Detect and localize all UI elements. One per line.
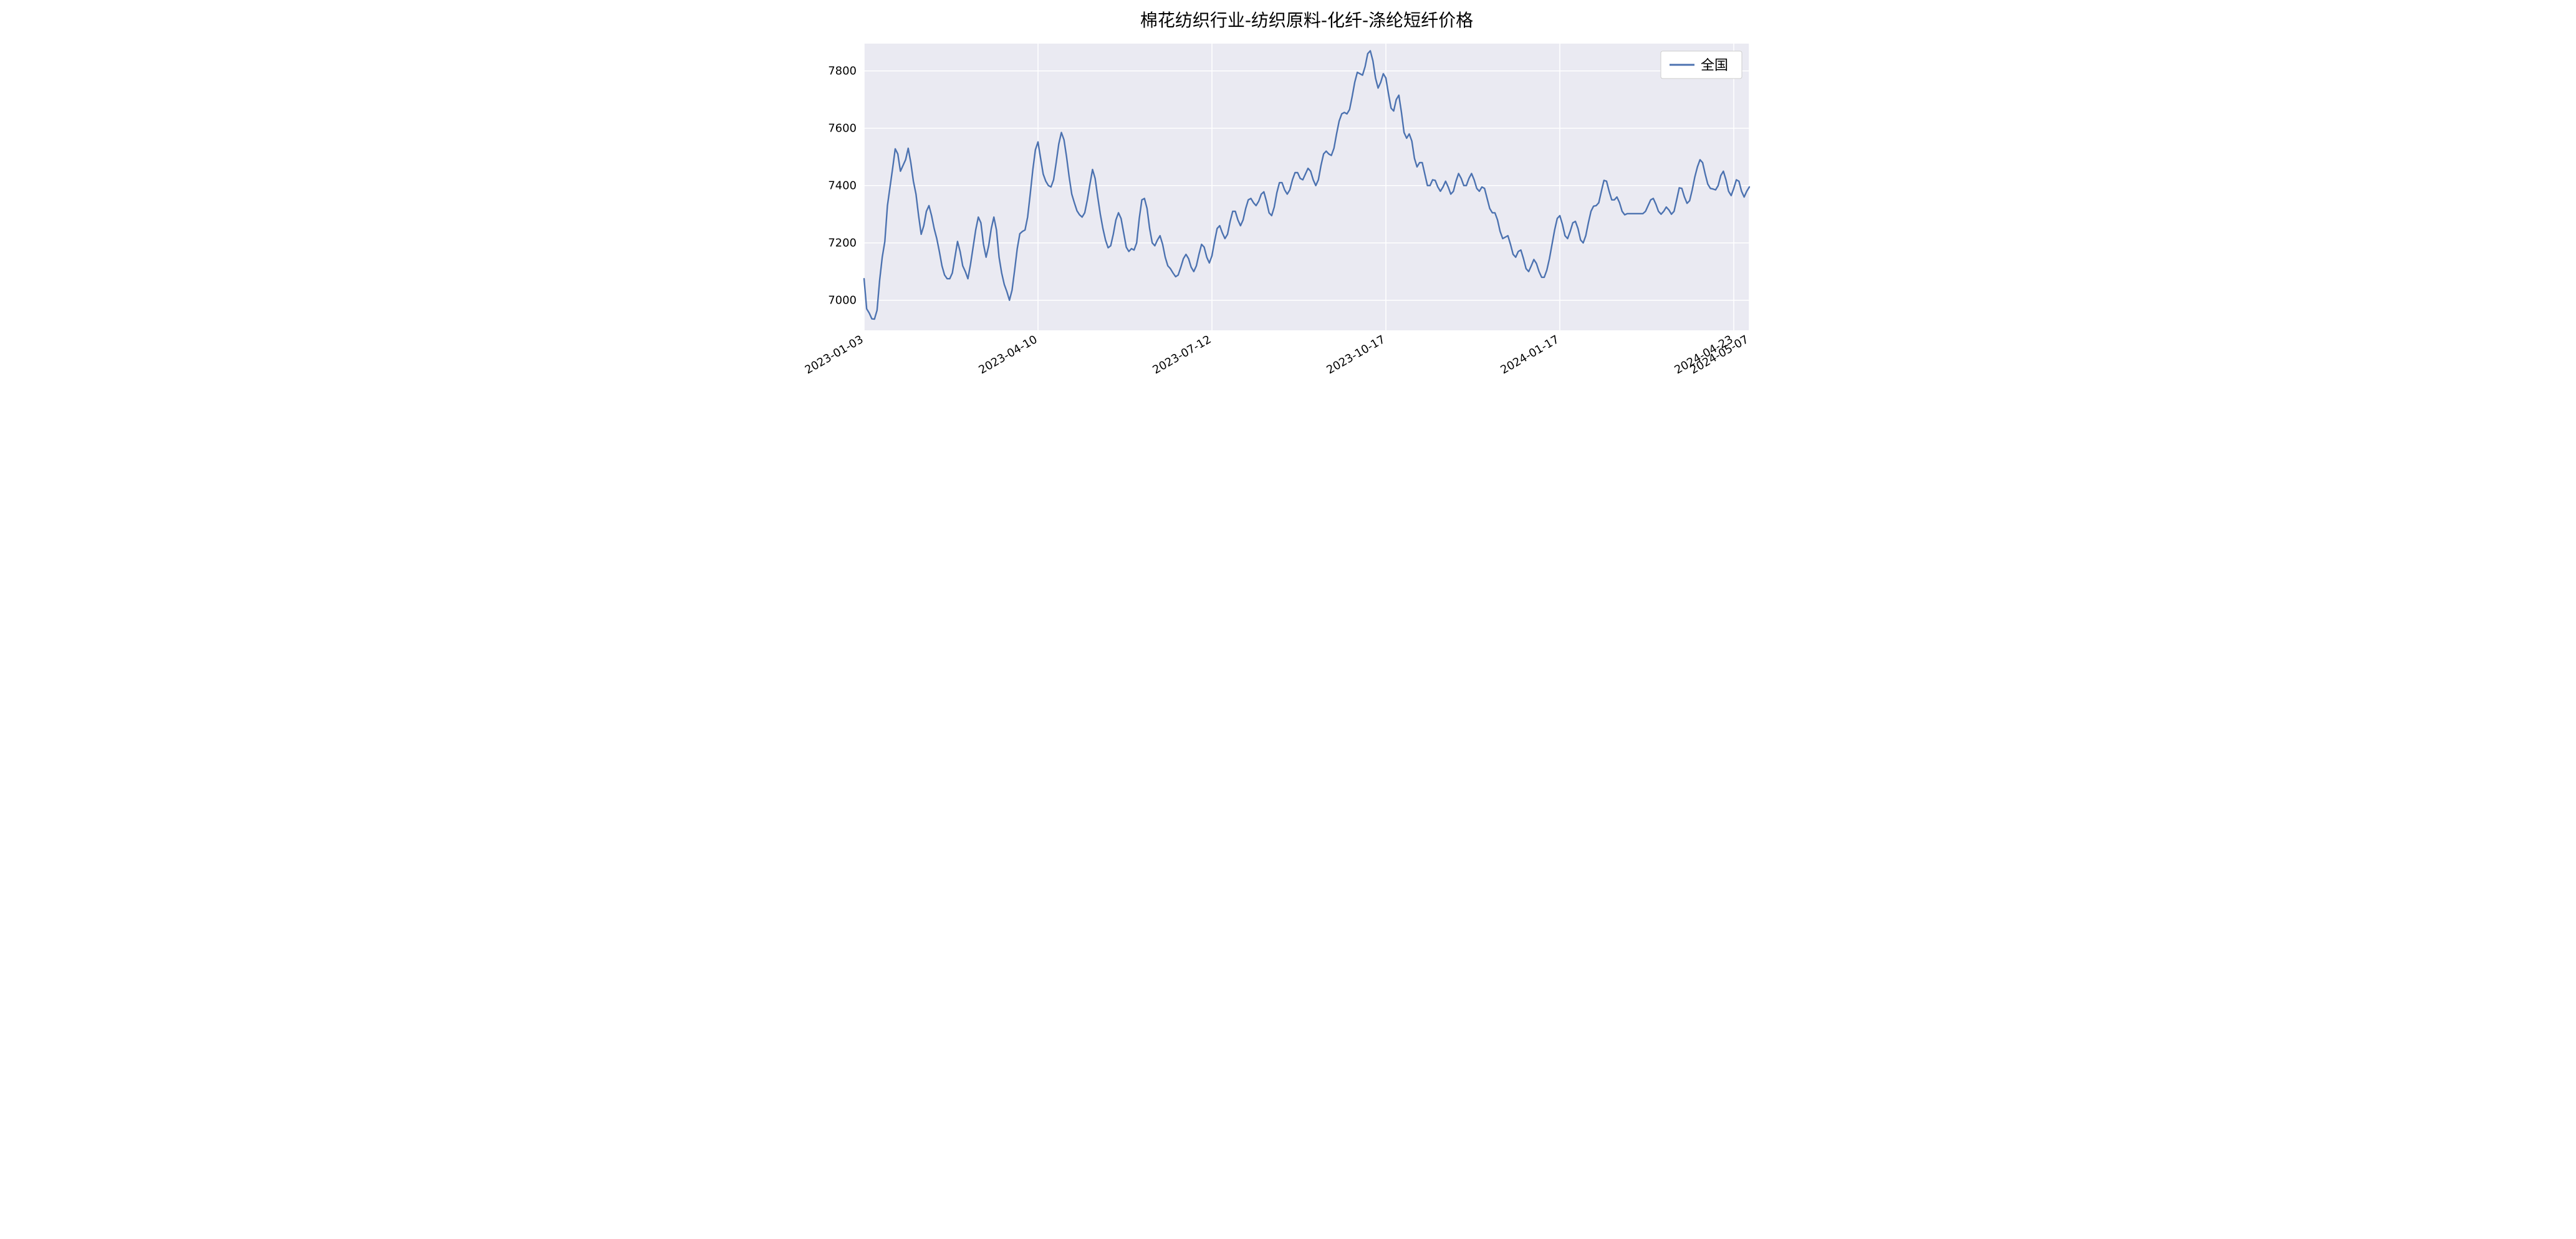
price-line-chart: 700072007400760078002023-01-032023-04-10… <box>805 0 1771 465</box>
chart-title: 棉花纺织行业-纺织原料-化纤-涤纶短纤价格 <box>1140 10 1473 31</box>
chart-svg: 700072007400760078002023-01-032023-04-10… <box>805 0 1771 465</box>
y-tick-label: 7600 <box>828 122 857 135</box>
y-tick-label: 7800 <box>828 65 857 78</box>
y-tick-label: 7200 <box>828 237 857 250</box>
legend-label: 全国 <box>1701 58 1728 74</box>
y-tick-label: 7400 <box>828 179 857 193</box>
y-tick-label: 7000 <box>828 294 857 307</box>
plot-area <box>864 44 1749 330</box>
